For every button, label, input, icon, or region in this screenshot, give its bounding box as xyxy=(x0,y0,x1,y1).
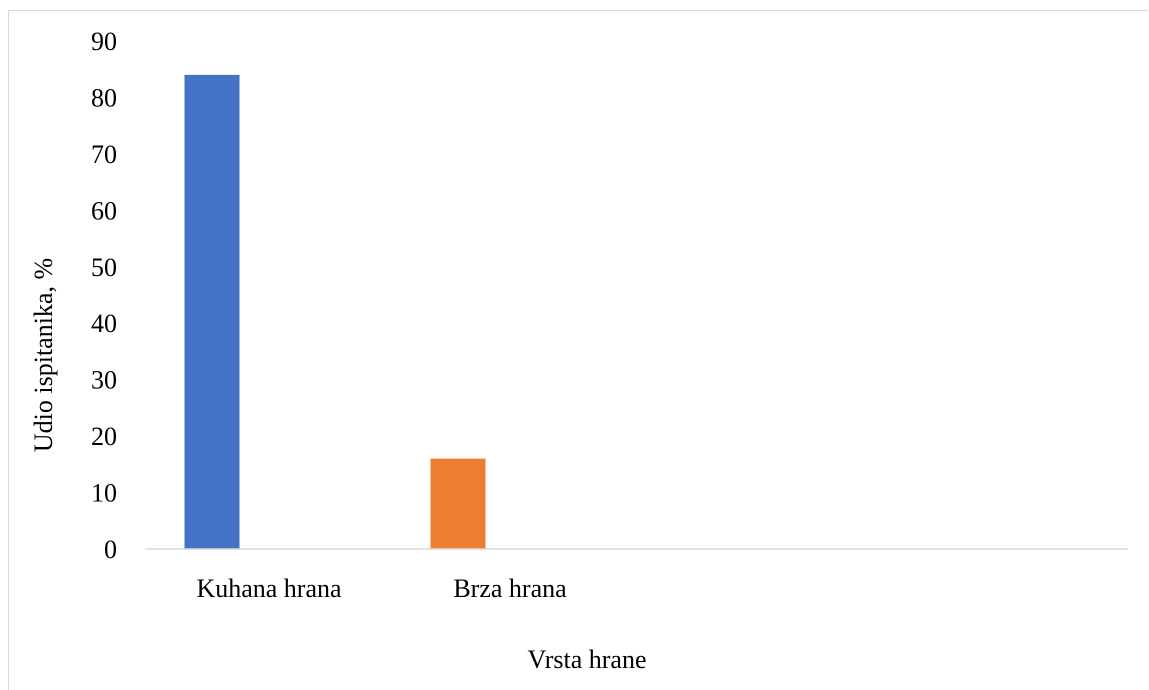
y-tick-labels: 0 10 20 30 40 50 60 70 80 90 xyxy=(91,27,117,564)
y-tick-label: 10 xyxy=(91,479,117,508)
y-tick-label: 80 xyxy=(91,83,117,112)
y-tick-label: 90 xyxy=(91,27,117,56)
y-tick-label: 30 xyxy=(91,366,117,395)
y-axis-title: Udio ispitanika, % xyxy=(29,258,58,452)
x-category-labels: Kuhana hrana Brza hrana xyxy=(196,574,567,603)
x-category-label: Brza hrana xyxy=(453,574,567,603)
x-category-label: Kuhana hrana xyxy=(196,574,342,603)
bars xyxy=(184,74,486,549)
chart-frame xyxy=(8,10,1148,690)
y-tick-label: 0 xyxy=(104,535,117,564)
x-axis-title: Vrsta hrane xyxy=(528,645,647,674)
y-tick-label: 20 xyxy=(91,422,117,451)
y-tick-label: 70 xyxy=(91,140,117,169)
bar-chart: 0 10 20 30 40 50 60 70 80 90 Kuhana hrana Brza hra… xyxy=(29,27,1128,674)
y-tick-label: 40 xyxy=(91,309,117,338)
bar xyxy=(184,74,240,549)
y-tick-label: 50 xyxy=(91,253,117,282)
bar xyxy=(430,458,486,549)
y-tick-label: 60 xyxy=(91,196,117,225)
